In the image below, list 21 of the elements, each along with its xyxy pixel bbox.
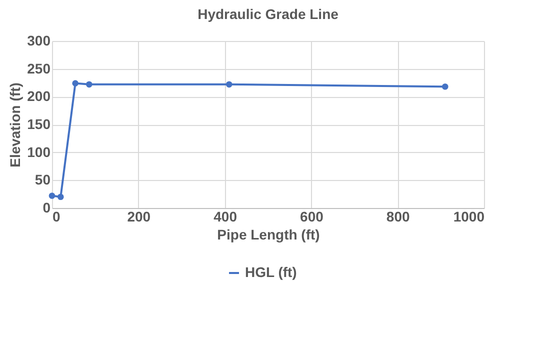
point <box>72 80 78 86</box>
y-tick-label: 200 <box>27 88 51 104</box>
point <box>57 194 64 200</box>
y-axis-title: Elevation (ft) <box>7 82 24 168</box>
x-tick-label: 1000 <box>453 208 485 224</box>
legend-label: HGL (ft) <box>245 264 297 280</box>
y-tick-label: 50 <box>34 172 51 188</box>
x-axis-title: Pipe Length (ft) <box>217 226 320 242</box>
x-tick-label: 800 <box>386 208 410 224</box>
point <box>442 83 448 90</box>
y-tick-label: 300 <box>27 32 51 48</box>
x-tick-label: 600 <box>300 208 324 224</box>
x-tick-label: 400 <box>214 208 238 224</box>
y-tick-label: 150 <box>27 116 51 132</box>
y-tick-label: 100 <box>27 144 51 160</box>
point <box>48 192 56 199</box>
chart-title: Hydraulic Grade Line <box>198 6 339 22</box>
y-tick-label: 250 <box>27 60 51 76</box>
x-tick-label: 200 <box>127 208 151 224</box>
point <box>226 81 232 88</box>
point <box>86 81 92 88</box>
